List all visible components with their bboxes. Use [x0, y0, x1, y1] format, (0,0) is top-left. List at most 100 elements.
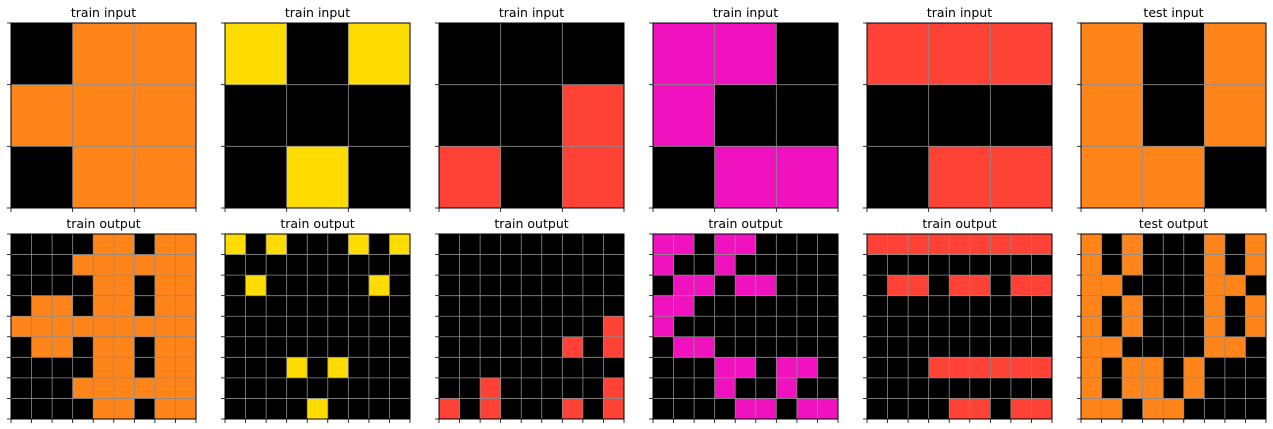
grid-cell: [867, 316, 888, 338]
grid-cell: [459, 254, 481, 276]
grid-cell: [1081, 377, 1102, 399]
grid-cell: [653, 146, 715, 209]
grid-cell: [500, 377, 522, 399]
grid-cell: [990, 357, 1012, 379]
panels: train input train input train input train i…: [7, 5, 1267, 423]
grid-cell: [459, 316, 481, 338]
grid-cell: [266, 295, 287, 317]
grid-cell: [1224, 357, 1246, 379]
grid-cell: [817, 234, 839, 255]
panel: train input: [221, 5, 411, 212]
grid-cell: [776, 316, 798, 338]
grid-cell: [225, 23, 287, 85]
grid-cell: [1204, 316, 1226, 338]
panel-title: train input: [285, 5, 350, 20]
grid-cell: [1224, 254, 1246, 276]
grid-cell: [1010, 398, 1032, 420]
grid-cell: [113, 275, 135, 296]
grid-cell: [31, 398, 53, 420]
grid-cell: [1204, 146, 1267, 209]
grid-cell: [327, 234, 349, 255]
grid-cell: [908, 316, 929, 338]
grid-cell: [582, 316, 604, 338]
grid-cell: [307, 357, 329, 379]
grid-cell: [603, 254, 625, 276]
grid-cell: [72, 84, 135, 147]
grid-cell: [1101, 234, 1123, 255]
grid-cell: [11, 146, 73, 209]
grid-cell: [266, 377, 287, 399]
grid-cell: [1183, 275, 1205, 296]
grid-cell: [755, 398, 777, 420]
grid-cell: [673, 254, 695, 276]
grid-cell: [368, 398, 390, 420]
grid-cell: [949, 254, 971, 276]
grid-cell: [694, 275, 715, 296]
grid-cell: [562, 336, 584, 358]
grid-cell: [286, 295, 308, 317]
grid-cell: [1031, 398, 1053, 420]
grid-cell: [562, 146, 625, 209]
panel-title: test input: [1143, 5, 1203, 20]
panel: train input: [7, 5, 197, 212]
grid-cell: [266, 316, 287, 338]
grid-cell: [31, 377, 53, 399]
panel-frame: [866, 233, 1053, 420]
grid-cell: [1101, 275, 1123, 296]
panel-frame: [1080, 22, 1267, 209]
grid-cell: [1204, 234, 1226, 255]
panel: train input: [863, 5, 1053, 212]
grid-cell: [755, 275, 777, 296]
grid-cell: [867, 84, 929, 147]
grid-cell: [653, 357, 674, 379]
grid-cell: [673, 316, 695, 338]
grid-cell: [154, 316, 176, 338]
grid-cell: [348, 146, 411, 209]
grid-cell: [307, 295, 329, 317]
grid-cell: [562, 23, 625, 85]
grid-cell: [368, 316, 390, 338]
grid-cell: [867, 295, 888, 317]
grid-cell: [796, 336, 818, 358]
panel-title: train output: [708, 216, 782, 231]
grid-cell: [31, 254, 53, 276]
grid-cell: [755, 254, 777, 276]
grid-cell: [480, 275, 501, 296]
grid-cell: [113, 254, 135, 276]
grid-cell: [389, 275, 411, 296]
grid-cell: [1204, 398, 1226, 420]
grid-cell: [949, 377, 971, 399]
grid-cell: [653, 377, 674, 399]
grid-cell: [480, 295, 501, 317]
grid-cell: [908, 336, 929, 358]
panel: test output: [1077, 216, 1267, 423]
grid-cell: [500, 234, 522, 255]
grid-cell: [1081, 357, 1102, 379]
grid-cell: [673, 377, 695, 399]
grid-cell: [673, 336, 695, 358]
panel: train output: [221, 216, 411, 423]
grid-cell: [72, 275, 94, 296]
grid-cell: [928, 336, 950, 358]
grid-cell: [500, 398, 522, 420]
grid-cell: [776, 336, 798, 358]
grid-cell: [500, 84, 563, 147]
grid-cell: [1031, 316, 1053, 338]
grid-cell: [776, 146, 839, 209]
grid-cell: [582, 234, 604, 255]
grid-cell: [348, 84, 411, 147]
grid-cell: [154, 254, 176, 276]
grid-cell: [949, 234, 971, 255]
grid-cell: [714, 357, 736, 379]
grid-cell: [1081, 84, 1143, 147]
grid-cell: [541, 295, 563, 317]
grid-cell: [928, 23, 991, 85]
grid-cell: [439, 234, 460, 255]
grid-cell: [887, 234, 909, 255]
grid-cell: [1183, 336, 1205, 358]
grid-cell: [1163, 316, 1185, 338]
grid-cell: [389, 295, 411, 317]
panel-frame: [224, 233, 411, 420]
grid-cell: [1122, 316, 1143, 338]
grid-cell: [1245, 275, 1267, 296]
